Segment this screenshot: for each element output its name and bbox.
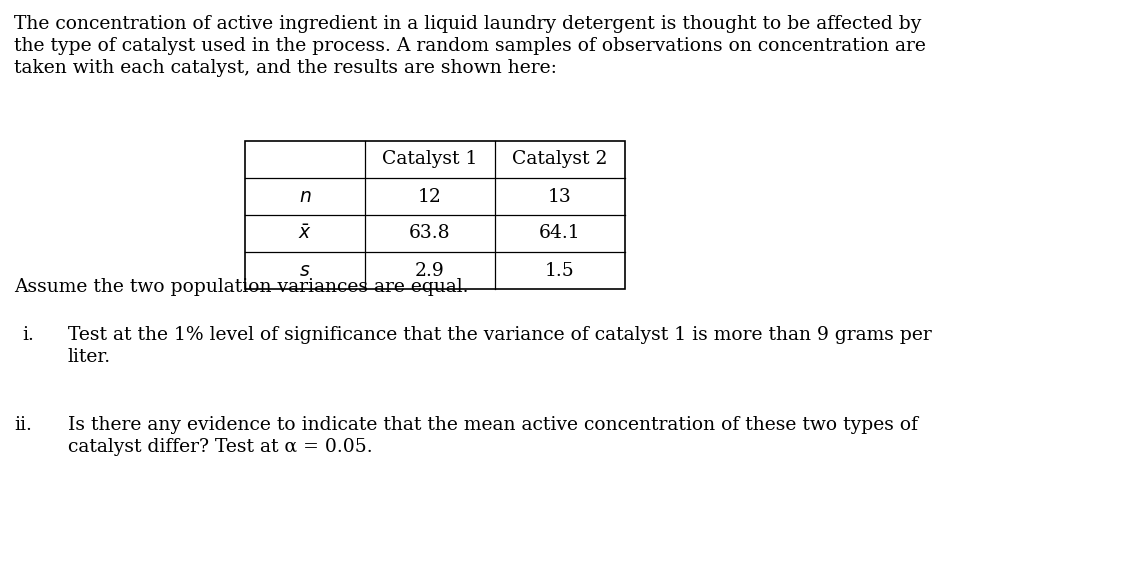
Bar: [245, 141, 625, 289]
Text: Assume the two population variances are equal.: Assume the two population variances are …: [14, 278, 468, 296]
Text: ii.: ii.: [14, 416, 32, 434]
Text: $s$: $s$: [299, 262, 310, 279]
Text: 63.8: 63.8: [409, 224, 451, 243]
Text: taken with each catalyst, and the results are shown here:: taken with each catalyst, and the result…: [14, 59, 556, 77]
Text: Is there any evidence to indicate that the mean active concentration of these tw: Is there any evidence to indicate that t…: [68, 416, 918, 434]
Text: 1.5: 1.5: [545, 262, 575, 279]
Text: Test at the 1% level of significance that the variance of catalyst 1 is more tha: Test at the 1% level of significance tha…: [68, 326, 932, 344]
Text: 64.1: 64.1: [539, 224, 581, 243]
Text: $n$: $n$: [299, 187, 311, 206]
Text: Catalyst 1: Catalyst 1: [382, 151, 477, 168]
Text: Catalyst 2: Catalyst 2: [512, 151, 608, 168]
Text: $\bar{x}$: $\bar{x}$: [298, 224, 311, 243]
Text: catalyst differ? Test at α = 0.05.: catalyst differ? Test at α = 0.05.: [68, 438, 372, 456]
Text: 12: 12: [418, 187, 442, 206]
Text: the type of catalyst used in the process. A random samples of observations on co: the type of catalyst used in the process…: [14, 37, 926, 55]
Text: 13: 13: [548, 187, 571, 206]
Text: The concentration of active ingredient in a liquid laundry detergent is thought : The concentration of active ingredient i…: [14, 15, 922, 33]
Text: i.: i.: [22, 326, 34, 344]
Text: liter.: liter.: [68, 348, 111, 366]
Text: 2.9: 2.9: [416, 262, 445, 279]
